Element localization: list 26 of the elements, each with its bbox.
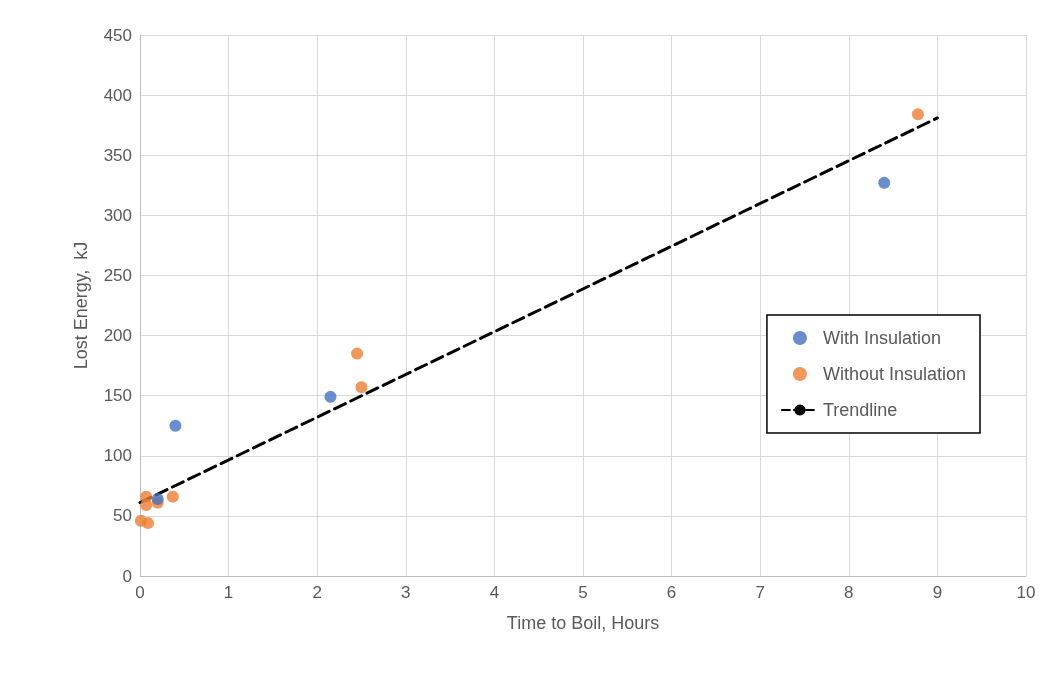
y-tick-label: 300 <box>103 205 132 225</box>
y-tick-label: 250 <box>103 265 132 285</box>
x-tick-label: 4 <box>489 583 500 602</box>
x-axis-title: Time to Boil, Hours <box>506 613 660 633</box>
x-tick-label: 8 <box>844 583 854 602</box>
x-tick-label: 7 <box>755 583 765 602</box>
y-tick-label: 350 <box>103 145 132 165</box>
legend-label: Trendline <box>822 400 898 420</box>
x-tick-label: 6 <box>666 583 677 602</box>
x-tick-label: 10 <box>1016 583 1036 602</box>
x-tick-label: 9 <box>932 583 943 602</box>
y-tick-label: 100 <box>103 446 132 466</box>
y-tick-label: 450 <box>103 25 132 45</box>
x-tick-label: 3 <box>401 583 411 602</box>
y-tick-label: 200 <box>103 326 132 346</box>
x-tick-label: 0 <box>135 583 145 602</box>
x-tick-label: 2 <box>312 583 322 602</box>
x-tick-label: 1 <box>223 583 234 602</box>
x-tick-label: 5 <box>578 583 588 602</box>
y-tick-label: 400 <box>103 85 132 105</box>
y-tick-label: 50 <box>113 506 132 526</box>
y-axis-title: Lost Energy, kJ <box>71 241 91 370</box>
y-tick-label: 150 <box>103 386 132 406</box>
legend-label: With Insulation <box>822 328 941 348</box>
legend-label: Without Insulation <box>822 364 966 384</box>
y-tick-label: 0 <box>122 566 132 586</box>
